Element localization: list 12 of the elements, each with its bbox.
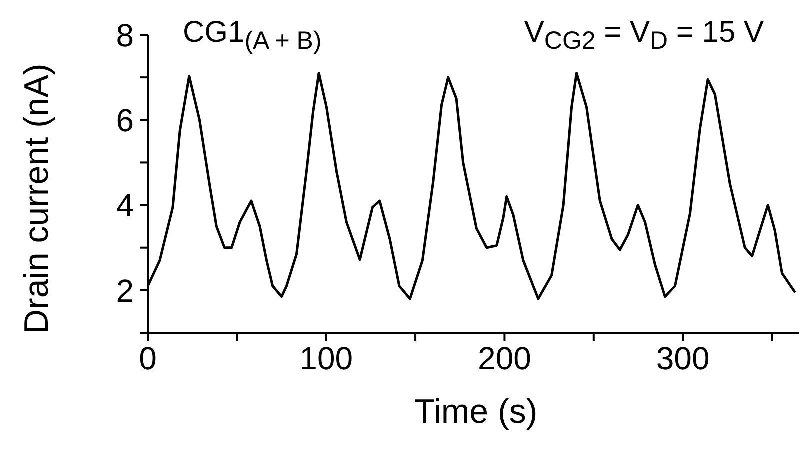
x-tick-label: 0 bbox=[139, 340, 157, 377]
annotation: CG1$_{(A + B)}$ bbox=[183, 16, 322, 55]
x-tick-label: 200 bbox=[478, 340, 532, 377]
annotation: V$_{CG2}$ = V$_{D}$ = 15 V bbox=[524, 16, 764, 55]
y-axis-title: Drain current (nA) bbox=[18, 64, 56, 334]
y-tick-label: 4 bbox=[116, 188, 134, 224]
x-tick-label: 300 bbox=[656, 340, 710, 377]
y-tick-label: 8 bbox=[116, 17, 134, 54]
y-tick-label: 2 bbox=[116, 272, 134, 309]
x-axis-title: Time (s) bbox=[414, 393, 538, 431]
y-tick-label: 6 bbox=[116, 102, 134, 139]
x-tick-label: 100 bbox=[300, 340, 354, 377]
